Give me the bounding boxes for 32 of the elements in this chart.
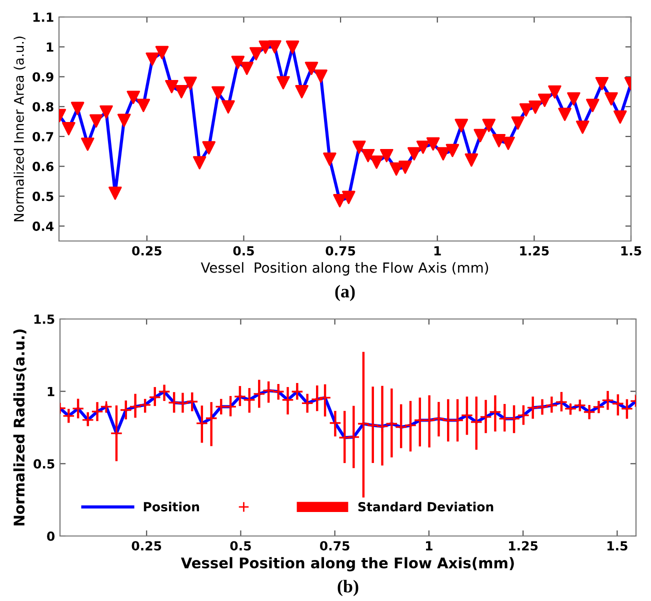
y-tick-label: 0.4 xyxy=(32,222,54,231)
x-tick-label: 1 xyxy=(434,246,441,256)
y-tick-label: 0.7 xyxy=(32,132,54,142)
x-tick-label: 0.75 xyxy=(326,246,356,256)
x-tick-label: 0.25 xyxy=(132,541,162,551)
y-tick-label: 1.5 xyxy=(34,314,54,324)
x-axis-title: Vessel Position along the Flow Axis(mm) xyxy=(180,557,514,572)
y-tick-label: 1.1 xyxy=(33,12,54,22)
y-tick-label: 0 xyxy=(47,531,55,541)
text: (b) xyxy=(338,580,358,596)
y-tick-label: 0.5 xyxy=(34,459,54,469)
x-tick-label: 1.25 xyxy=(520,246,549,256)
x-axis-title: Vessel Position along the Flow Axis (mm) xyxy=(200,262,488,276)
x-tick-label: 1.25 xyxy=(509,541,538,551)
y-axis-title: Normalized Radius(a.u.) xyxy=(13,329,26,526)
y-tick-label: 0.5 xyxy=(32,192,54,202)
x-tick-label: 0.75 xyxy=(320,541,350,551)
y-tick-label: 1 xyxy=(46,42,54,52)
x-tick-label: 1 xyxy=(426,541,432,550)
y-axis-title: Normalized Inner Area (a.u.) xyxy=(14,36,26,222)
y-tick-label: 0.8 xyxy=(32,102,54,112)
x-tick-label: 0.5 xyxy=(230,541,251,551)
y-tick-label: 1 xyxy=(48,386,54,396)
x-tick-label: 0.25 xyxy=(132,246,162,256)
x-tick-label: 1.5 xyxy=(621,246,642,256)
text: (a) xyxy=(335,284,355,302)
y-tick-label: 0.9 xyxy=(32,72,54,82)
legend-label: Position xyxy=(144,502,200,512)
y-tick-label: 0.6 xyxy=(32,162,54,172)
x-tick-label: 0.5 xyxy=(233,246,254,256)
x-tick-label: 1.5 xyxy=(608,541,628,551)
legend-label: Standard Deviation xyxy=(358,502,494,512)
